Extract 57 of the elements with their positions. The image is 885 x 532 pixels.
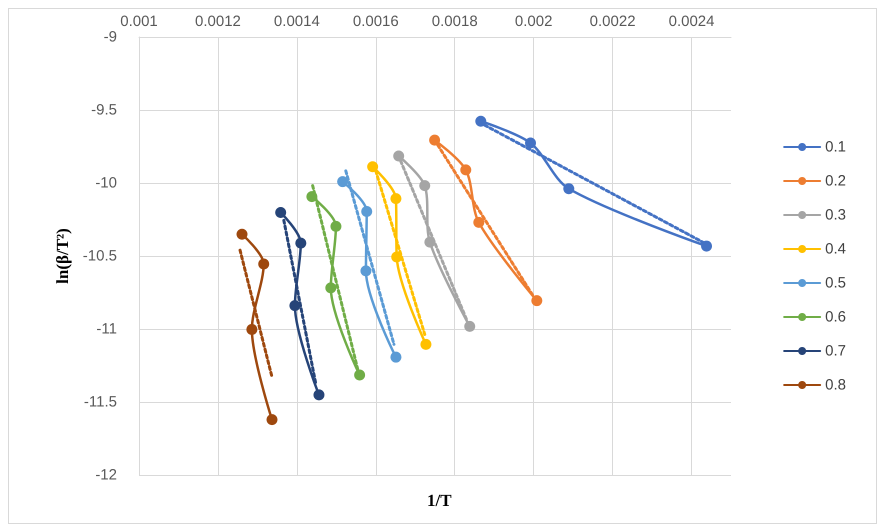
- point: [460, 164, 472, 176]
- y-axis-title: ln(β/T²): [53, 228, 72, 284]
- point: [246, 324, 258, 335]
- x-tick-label: 0.0018: [432, 13, 478, 30]
- x-tick-label: 0.0022: [590, 13, 636, 30]
- point: [289, 300, 300, 312]
- point: [473, 216, 484, 228]
- point: [419, 180, 430, 192]
- point: [275, 206, 286, 218]
- point: [367, 161, 378, 172]
- y-tick-label: -9.5: [91, 102, 117, 118]
- point: [360, 265, 372, 276]
- point: [313, 389, 324, 400]
- point: [701, 240, 712, 252]
- legend-label: 0.3: [825, 206, 846, 224]
- point: [475, 116, 486, 127]
- point: [236, 228, 248, 240]
- legend-label: 0.8: [825, 376, 846, 394]
- point: [464, 320, 476, 332]
- y-tick-label: -11.5: [84, 394, 117, 410]
- x-tick-label: 0.0012: [194, 13, 241, 30]
- point: [563, 183, 574, 194]
- point: [525, 138, 536, 148]
- y-tick-label: -12: [95, 466, 117, 484]
- point: [391, 252, 402, 263]
- x-axis-title: 1/T: [427, 491, 452, 510]
- legend-label: 0.7: [825, 342, 846, 360]
- legend-label: 0.4: [825, 240, 846, 258]
- point: [531, 295, 542, 306]
- point: [325, 282, 336, 294]
- point: [337, 176, 348, 188]
- y-tick-label: -10.5: [82, 248, 117, 264]
- x-tick-label: 0.0016: [352, 13, 399, 30]
- legend-label: 0.6: [825, 308, 846, 326]
- point: [258, 258, 270, 270]
- point: [361, 206, 372, 217]
- x-tick-label: 0.0014: [274, 13, 320, 30]
- y-tick-label: -11: [96, 320, 117, 338]
- point: [266, 414, 278, 426]
- point: [354, 369, 366, 380]
- point: [390, 193, 402, 204]
- x-tick-label: 0.002: [514, 13, 552, 30]
- y-tick-label: -10: [95, 174, 117, 192]
- point: [306, 191, 318, 202]
- point: [424, 236, 436, 248]
- x-tick-label: 0.0024: [668, 13, 714, 30]
- point: [429, 134, 440, 146]
- point: [295, 238, 306, 249]
- x-tick-label: 0.001: [120, 13, 158, 30]
- legend-label: 0.5: [825, 274, 846, 292]
- y-tick-label: -9: [104, 28, 117, 46]
- point: [420, 338, 432, 350]
- point: [330, 220, 342, 232]
- point: [390, 352, 402, 363]
- legend-label: 0.1: [825, 138, 846, 156]
- point: [393, 150, 404, 162]
- legend-label: 0.2: [825, 172, 846, 190]
